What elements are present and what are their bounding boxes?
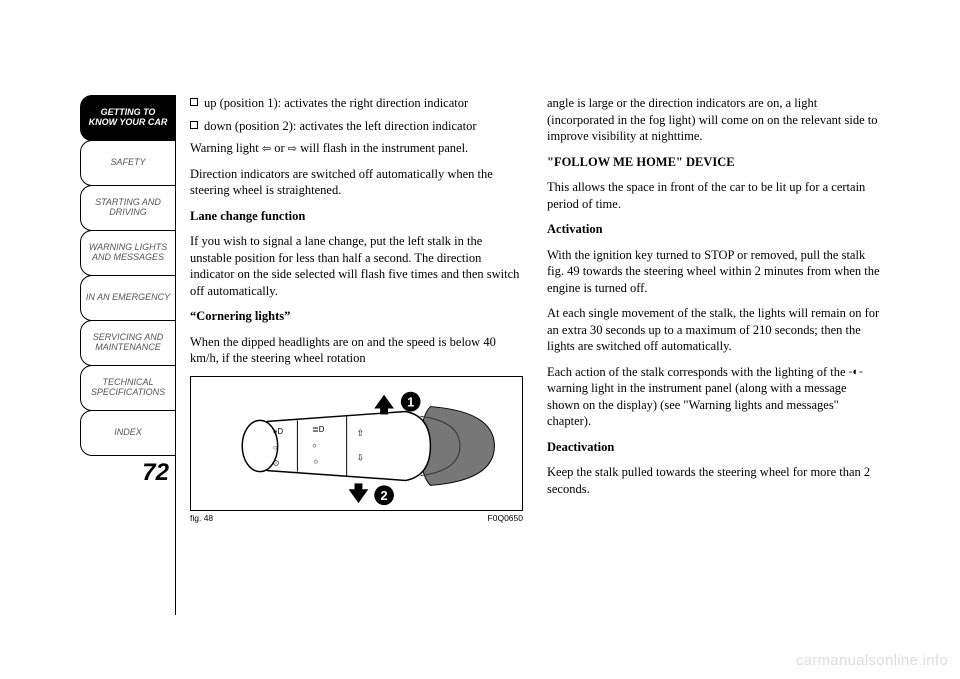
paragraph: If you wish to signal a lane change, put…	[190, 233, 523, 299]
tab-label: SAFETY	[110, 158, 145, 168]
paragraph: When the dipped headlights are on and th…	[190, 334, 523, 367]
tab-getting-to-know[interactable]: GETTING TOKNOW YOUR CAR	[80, 95, 175, 141]
tab-emergency[interactable]: IN AN EMERGENCY	[80, 275, 175, 321]
tab-label: INDEX	[114, 428, 142, 438]
paragraph: angle is large or the direction indicato…	[547, 95, 880, 145]
figure-stalk: ≡D ○ ⊙ ≣D ○ ☼ ⇧ ⇩ 1	[190, 376, 523, 511]
svg-text:≡D: ≡D	[273, 427, 284, 436]
figure-code: F0Q0650	[488, 513, 523, 524]
page-number: 72	[142, 459, 169, 487]
stalk-diagram: ≡D ○ ⊙ ≣D ○ ☼ ⇧ ⇩ 1	[191, 377, 522, 510]
bullet-icon	[190, 121, 198, 129]
paragraph: At each single movement of the stalk, th…	[547, 305, 880, 355]
paragraph: Keep the stalk pulled towards the steeri…	[547, 464, 880, 497]
paragraph: Direction indicators are switched off au…	[190, 166, 523, 199]
tab-warning-lights[interactable]: WARNING LIGHTSAND MESSAGES	[80, 230, 175, 276]
paragraph: With the ignition key turned to STOP or …	[547, 247, 880, 297]
sidebar: GETTING TOKNOW YOUR CAR SAFETY STARTING …	[80, 95, 175, 615]
heading-follow-me-home: "FOLLOW ME HOME" DEVICE	[547, 154, 880, 171]
tab-technical[interactable]: TECHNICALSPECIFICATIONS	[80, 365, 175, 411]
svg-text:○: ○	[312, 440, 317, 449]
bullet-item: down (position 2): activates the left di…	[190, 118, 523, 135]
column-left: up (position 1): activates the right dir…	[190, 95, 523, 615]
headlight-icon: -◐-	[849, 365, 863, 380]
tab-label: GETTING TOKNOW YOUR CAR	[89, 108, 168, 128]
svg-text:☼: ☼	[312, 456, 319, 465]
tab-label: STARTING ANDDRIVING	[95, 198, 161, 218]
tab-label: IN AN EMERGENCY	[86, 293, 170, 303]
content: up (position 1): activates the right dir…	[175, 95, 880, 615]
bullet-icon	[190, 98, 198, 106]
heading-cornering: “Cornering lights”	[190, 308, 523, 325]
heading-deactivation: Deactivation	[547, 439, 880, 456]
bullet-text: up (position 1): activates the right dir…	[204, 95, 523, 112]
tab-label: SERVICING ANDMAINTENANCE	[93, 333, 164, 353]
figure-label: fig. 48	[190, 513, 213, 524]
left-arrow-icon: ⇦	[262, 142, 271, 157]
bullet-item: up (position 1): activates the right dir…	[190, 95, 523, 112]
svg-text:⊙: ⊙	[273, 458, 280, 467]
figure-caption: fig. 48 F0Q0650	[190, 513, 523, 524]
tab-starting-driving[interactable]: STARTING ANDDRIVING	[80, 185, 175, 231]
svg-text:⇧: ⇧	[357, 428, 364, 438]
tab-index[interactable]: INDEX	[80, 410, 175, 456]
tab-safety[interactable]: SAFETY	[80, 140, 175, 186]
heading-lane-change: Lane change function	[190, 208, 523, 225]
bullet-text: down (position 2): activates the left di…	[204, 118, 523, 135]
svg-text:≣D: ≣D	[312, 425, 325, 434]
tab-servicing[interactable]: SERVICING ANDMAINTENANCE	[80, 320, 175, 366]
tab-label: WARNING LIGHTSAND MESSAGES	[89, 243, 167, 263]
heading-activation: Activation	[547, 221, 880, 238]
svg-text:⇩: ⇩	[357, 452, 364, 462]
svg-text:1: 1	[407, 394, 414, 409]
watermark: carmanualsonline.info	[796, 652, 948, 669]
column-right: angle is large or the direction indicato…	[547, 95, 880, 615]
page-number-wrap: 72	[80, 455, 175, 487]
svg-text:○: ○	[273, 442, 278, 451]
right-arrow-icon: ⇨	[288, 142, 297, 157]
paragraph: Warning light ⇦ or ⇨ will flash in the i…	[190, 140, 523, 157]
paragraph: Each action of the stalk corresponds wit…	[547, 364, 880, 430]
svg-text:2: 2	[381, 488, 388, 503]
tab-label: TECHNICALSPECIFICATIONS	[91, 378, 165, 398]
paragraph: This allows the space in front of the ca…	[547, 179, 880, 212]
